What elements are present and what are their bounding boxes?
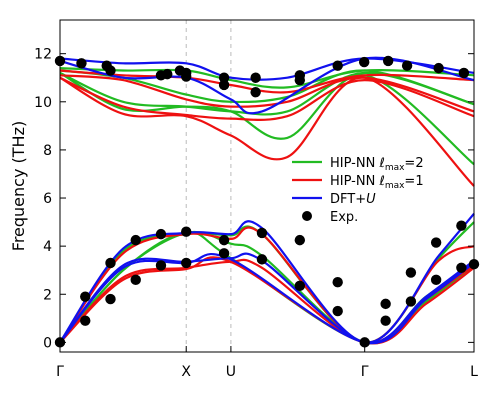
exp-point <box>380 298 391 310</box>
band-line-series-1-3 <box>59 76 475 187</box>
exp-point <box>80 315 91 326</box>
x-tick-label: U <box>226 364 236 380</box>
legend-entry-1: HIP-NN ℓmax=1 <box>292 174 424 191</box>
exp-point <box>105 257 116 269</box>
legend-label: Exp. <box>330 210 358 225</box>
band-line-series-2-0 <box>59 253 475 345</box>
band-line-series-1-5 <box>59 74 475 113</box>
exp-point <box>294 280 306 292</box>
exp-point <box>405 296 417 307</box>
band-line-series-0-6 <box>59 67 475 89</box>
y-tick-label: 4 <box>43 239 52 255</box>
exp-point <box>358 56 370 68</box>
exp-point <box>181 257 192 269</box>
band-line-series-2-1 <box>59 252 475 345</box>
exp-point <box>218 72 230 83</box>
exp-point <box>105 293 116 305</box>
exp-point <box>76 58 87 69</box>
exp-point <box>456 220 467 231</box>
exp-point <box>162 68 173 80</box>
exp-point <box>181 67 192 79</box>
experimental-points <box>54 55 480 348</box>
legend-entry-2: DFT+U <box>292 192 376 207</box>
y-axis-ticks: 0 2 4 6 8 10 12 <box>34 47 474 351</box>
exp-point <box>218 79 230 91</box>
exp-point <box>218 234 230 246</box>
exp-point <box>155 228 167 240</box>
exp-point <box>250 86 261 98</box>
exp-point <box>105 65 116 76</box>
exp-point <box>405 267 417 278</box>
y-tick-label: 10 <box>34 95 52 111</box>
y-tick-label: 2 <box>43 287 52 303</box>
exp-point <box>332 277 343 288</box>
exp-point <box>130 234 141 246</box>
exp-point <box>155 260 167 271</box>
legend-marker <box>302 211 312 221</box>
x-tick-label: L <box>470 364 478 380</box>
exp-point <box>218 248 230 259</box>
band-line-series-1-6 <box>59 69 475 94</box>
exp-point <box>294 234 306 246</box>
x-tick-label: Γ <box>56 364 64 380</box>
exp-point <box>332 60 343 71</box>
exp-point <box>430 237 442 248</box>
band-line-series-0-4 <box>59 71 475 116</box>
legend-entry-0: HIP-NN ℓmax=2 <box>292 156 424 173</box>
legend-entry-3: Exp. <box>302 210 358 225</box>
exp-point <box>130 274 141 286</box>
y-axis-title: Frequency (THz) <box>9 121 28 251</box>
exp-point <box>456 262 467 273</box>
exp-point <box>359 337 370 348</box>
band-line-series-1-4 <box>59 76 475 121</box>
exp-point <box>181 226 192 237</box>
legend-label: HIP-NN ℓmax=2 <box>330 156 424 173</box>
legend-label: HIP-NN ℓmax=1 <box>330 174 424 191</box>
band-line-series-2-4 <box>59 57 475 81</box>
y-tick-label: 6 <box>43 191 52 207</box>
exp-point <box>380 315 391 326</box>
exp-point <box>250 72 261 83</box>
legend-label: DFT+U <box>330 192 376 207</box>
exp-point <box>80 291 91 302</box>
exp-point <box>458 67 470 79</box>
x-tick-label: Γ <box>361 364 369 380</box>
exp-point <box>256 227 268 239</box>
plot-frame <box>59 19 475 353</box>
x-tick-label: X <box>181 364 191 380</box>
exp-point <box>430 274 442 286</box>
exp-point <box>332 305 343 317</box>
exp-point <box>401 60 413 71</box>
exp-point <box>256 254 268 265</box>
band-line-series-1-0 <box>59 256 475 345</box>
y-tick-label: 0 <box>43 335 52 351</box>
exp-point <box>294 74 306 86</box>
band-line-series-2-2 <box>59 212 475 344</box>
band-lines <box>59 56 475 345</box>
y-tick-label: 12 <box>34 47 52 63</box>
exp-point <box>433 62 444 74</box>
exp-point <box>382 55 394 67</box>
y-tick-label: 8 <box>43 143 52 159</box>
